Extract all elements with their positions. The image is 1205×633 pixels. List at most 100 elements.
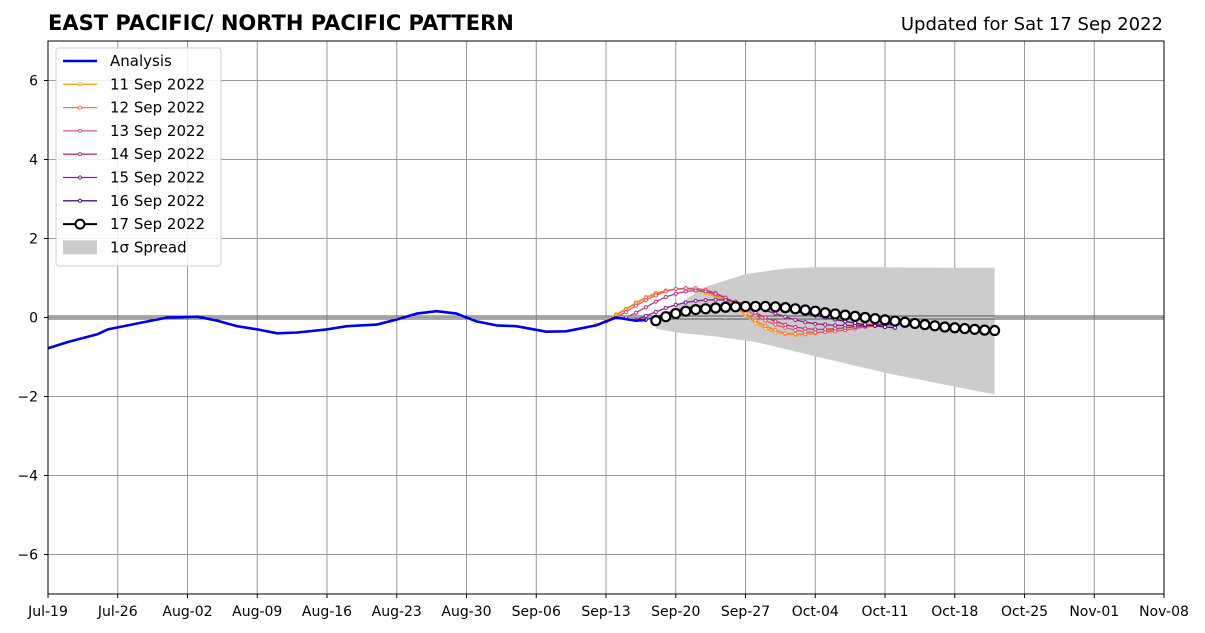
legend-marker	[77, 152, 83, 157]
series-point	[743, 311, 748, 316]
series-point	[673, 302, 678, 307]
series-point	[969, 323, 981, 335]
legend-entry: 11 Sep 2022	[63, 75, 205, 93]
series-point	[653, 309, 658, 315]
series-point	[773, 328, 778, 333]
chart-subtitle: Updated for Sat 17 Sep 2022	[901, 14, 1163, 35]
legend-label: 13 Sep 2022	[110, 122, 205, 140]
series-point	[783, 314, 788, 319]
legend-entry: 1σ Spread	[63, 238, 187, 256]
series-point	[783, 322, 788, 327]
series-point	[650, 315, 662, 327]
series-point	[663, 289, 668, 294]
series-point	[763, 315, 768, 320]
series-point	[643, 305, 648, 310]
series-point	[829, 308, 841, 320]
legend-label: Analysis	[110, 52, 172, 70]
series-point	[690, 304, 702, 316]
series-point	[819, 307, 831, 319]
legend: Analysis 11 Sep 2022 12 Sep 2022 13 Sep 202…	[55, 47, 222, 267]
series-point	[673, 291, 678, 296]
x-tick-label: Oct-25	[1001, 604, 1048, 620]
series-point	[862, 322, 868, 327]
series-point	[623, 309, 629, 315]
legend-marker	[77, 198, 83, 203]
legend-marker	[77, 175, 83, 180]
legend-marker	[77, 82, 83, 87]
legend-label: 1σ Spread	[110, 238, 187, 256]
x-tick-label: Oct-11	[861, 604, 908, 620]
series-point	[773, 319, 778, 324]
y-tick-label: 4	[29, 153, 38, 169]
series-point	[879, 314, 891, 326]
legend-entry: Analysis	[63, 52, 172, 70]
series-point	[729, 301, 742, 313]
series-point	[653, 299, 658, 304]
series-point	[929, 320, 941, 332]
legend-label: 16 Sep 2022	[110, 192, 205, 210]
legend-marker	[77, 105, 83, 110]
analysis-series	[47, 309, 647, 350]
legend-label: 15 Sep 2022	[110, 169, 205, 187]
series-point	[713, 297, 718, 302]
x-tick-label: Aug-02	[162, 604, 212, 620]
legend-label: 17 Sep 2022	[110, 215, 205, 233]
series-point	[949, 322, 961, 334]
series-point	[839, 309, 851, 321]
legend-entry: 13 Sep 2022	[63, 122, 205, 140]
series-point	[713, 291, 718, 296]
series-point	[939, 321, 951, 333]
series-point	[660, 311, 672, 323]
series-point	[803, 320, 808, 325]
series-point	[789, 303, 801, 315]
series-point	[869, 313, 881, 325]
series-point	[793, 317, 798, 322]
analysis-line	[47, 309, 647, 350]
series-point	[813, 321, 818, 326]
y-tick-label: −6	[17, 548, 38, 564]
series-point	[663, 294, 668, 300]
legend-entry: 17 Sep 2022	[63, 215, 205, 233]
y-tick-label: −4	[17, 469, 38, 485]
series-point	[703, 298, 708, 303]
series-point	[693, 288, 698, 293]
series-point	[803, 326, 808, 331]
series-point	[633, 310, 638, 315]
series-point	[700, 303, 712, 315]
series-point	[719, 301, 732, 313]
series-point	[749, 300, 762, 313]
series-point	[783, 331, 788, 336]
series-point	[633, 303, 638, 308]
series-point	[763, 324, 768, 329]
series-point	[849, 310, 861, 322]
y-tick-label: 6	[29, 74, 38, 90]
series-point	[823, 327, 828, 332]
legend-entry: 15 Sep 2022	[63, 169, 205, 187]
x-tick-label: Sep-20	[651, 604, 700, 620]
series-point	[723, 298, 728, 303]
series-point	[779, 302, 791, 314]
x-tick-label: Jul-19	[27, 604, 68, 620]
series-point	[989, 324, 1001, 337]
x-tick-label: Aug-16	[302, 604, 352, 620]
series-point	[683, 300, 688, 305]
series-point	[759, 300, 772, 313]
legend-marker	[77, 128, 83, 133]
x-tick-label: Aug-30	[441, 604, 491, 620]
series-point	[809, 305, 821, 317]
series-point	[793, 331, 798, 337]
series-point	[693, 298, 698, 304]
series-point	[683, 289, 688, 294]
series-point	[769, 301, 781, 313]
series-point	[899, 316, 911, 328]
legend-entry: 14 Sep 2022	[63, 145, 205, 163]
series-point	[673, 286, 678, 292]
series-point	[859, 311, 871, 324]
series-point	[919, 319, 931, 331]
x-axis: Jul-19 Jul-26 Aug-02 Aug-09 Aug-16 Aug-23 Aug-…	[27, 594, 1189, 620]
x-tick-label: Sep-27	[721, 604, 770, 620]
legend-label: 12 Sep 2022	[110, 99, 205, 117]
series-point	[909, 317, 921, 330]
y-axis: 6 4 2 0 −2 −4 −6	[17, 74, 48, 564]
